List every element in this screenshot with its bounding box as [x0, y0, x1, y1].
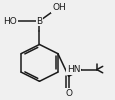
Text: OH: OH	[52, 3, 65, 12]
Text: HN: HN	[66, 65, 80, 74]
Text: HO: HO	[3, 16, 17, 26]
Text: O: O	[65, 89, 72, 98]
Text: B: B	[36, 16, 42, 26]
